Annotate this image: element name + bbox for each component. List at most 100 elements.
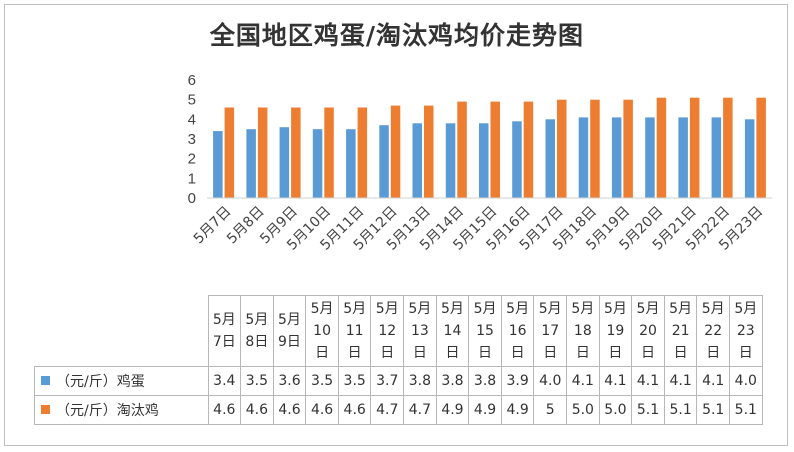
y-tick-label: 5 [188,92,196,109]
bar-egg [711,117,722,198]
bar-hen [689,97,700,198]
y-tick-label: 2 [188,151,196,168]
table-cell: 5.0 [566,395,600,425]
table-cell: 5.1 [696,395,730,425]
table-cell: 3.7 [370,366,405,396]
table-cell: 4.6 [240,395,274,425]
bar-egg [479,123,489,198]
table-cell: 4.9 [500,395,535,425]
table-cell: 3.9 [500,366,535,396]
table-cell: 3.5 [305,366,339,396]
bar-hen [623,99,633,198]
bar-egg [379,125,389,198]
table-cell: 5.1 [631,395,665,425]
table-cell: 5.1 [729,395,763,425]
table-cell: 4.6 [272,395,307,425]
bar-hen [257,107,268,198]
bar-egg [246,129,256,198]
table-column-header: 5月 7日 [207,295,242,367]
table-cell: 4.9 [435,395,470,425]
table-row: （元/斤）鸡蛋 3.4 3.5 3.6 3.5 3.5 3.7 3.8 3.8 3.8 3.9 4.0… [34,366,763,396]
table-cell: 4.9 [468,395,502,425]
legend-label: （元/斤）淘汰鸡 [56,403,159,419]
bar-egg [678,117,688,198]
table-column-header: 5月 20 日 [631,295,665,367]
table-cell: 4.1 [566,366,600,396]
table-column-header: 5月 16 日 [500,295,535,367]
table-cell: 4.7 [370,395,405,425]
table-column-header: 5月 13 日 [403,295,437,367]
bar-hen [457,101,467,198]
bar-hen [557,99,567,198]
bar-hen [656,97,667,198]
bar-egg [346,129,356,198]
bar-egg [512,121,522,198]
table-column-header: 5月 17 日 [533,295,568,367]
bar-hen [723,97,733,198]
legend-entry: （元/斤）鸡蛋 [34,366,209,396]
table-column-header: 5月 11 日 [337,295,372,367]
table-cell: 3.6 [272,366,307,396]
y-tick-label: 6 [188,72,196,89]
table-column-header: 5月 23 日 [729,295,763,367]
table-cell: 4.0 [533,366,568,396]
table-column-header: 5月 12 日 [370,295,405,367]
table-cell: 3.8 [435,366,470,396]
table-cell: 4.1 [598,366,633,396]
table-cell: 4.1 [696,366,730,396]
table-cell: 5 [533,395,568,425]
bar-hen [291,107,301,198]
bar-hen [224,107,235,198]
table-column-header: 5月 9日 [272,295,307,367]
table-column-header: 5月 18 日 [566,295,600,367]
data-table-corner [34,295,209,367]
table-column-header: 5月 15 日 [468,295,502,367]
bar-egg [578,117,589,198]
table-row: （元/斤）淘汰鸡 4.6 4.6 4.6 4.6 4.6 4.7 4.7 4.9 4.9 4.9 5 5… [34,395,763,425]
table-cell: 5.1 [663,395,698,425]
y-tick-label: 4 [188,111,196,128]
bar-egg [611,117,622,198]
bar-egg [312,129,323,198]
bar-hen [390,105,401,198]
bar-egg [445,123,456,198]
bar-egg [412,123,422,198]
table-cell: 3.5 [337,366,372,396]
table-cell: 3.5 [240,366,274,396]
bar-hen [590,99,600,198]
table-cell: 4.1 [631,366,665,396]
table-cell: 4.1 [663,366,698,396]
legend-swatch [41,405,50,414]
y-tick-label: 3 [188,131,196,148]
table-cell: 3.8 [468,366,502,396]
bar-egg [213,131,223,198]
bar-hen [357,107,368,198]
table-cell: 4.6 [337,395,372,425]
bar-egg [744,119,755,198]
bar-egg [279,127,290,198]
bar-hen [523,101,534,198]
bar-hen [490,101,500,198]
data-table-body: （元/斤）鸡蛋 3.4 3.5 3.6 3.5 3.5 3.7 3.8 3.8 3.8 3.9 4.0… [34,366,763,425]
table-cell: 4.7 [403,395,437,425]
table-cell: 3.4 [207,366,242,396]
legend-swatch [41,376,50,385]
table-column-header: 5月 19 日 [598,295,633,367]
table-column-header: 5月 21 日 [663,295,698,367]
table-column-header: 5月 10 日 [305,295,339,367]
table-cell: 4.6 [305,395,339,425]
table-cell: 5.0 [598,395,633,425]
table-cell: 4.0 [729,366,763,396]
y-tick-label: 1 [188,170,196,187]
bar-hen [424,105,434,198]
table-column-header: 5月 8日 [240,295,274,367]
chart-title: 全国地区鸡蛋/淘汰鸡均价走势图 [209,21,585,50]
table-cell: 3.8 [403,366,437,396]
bar-hen [324,107,334,198]
bar-egg [645,117,655,198]
bar-hen [756,97,766,198]
legend-entry: （元/斤）淘汰鸡 [34,395,209,425]
table-column-header: 5月 14 日 [435,295,470,367]
table-cell: 4.6 [207,395,242,425]
